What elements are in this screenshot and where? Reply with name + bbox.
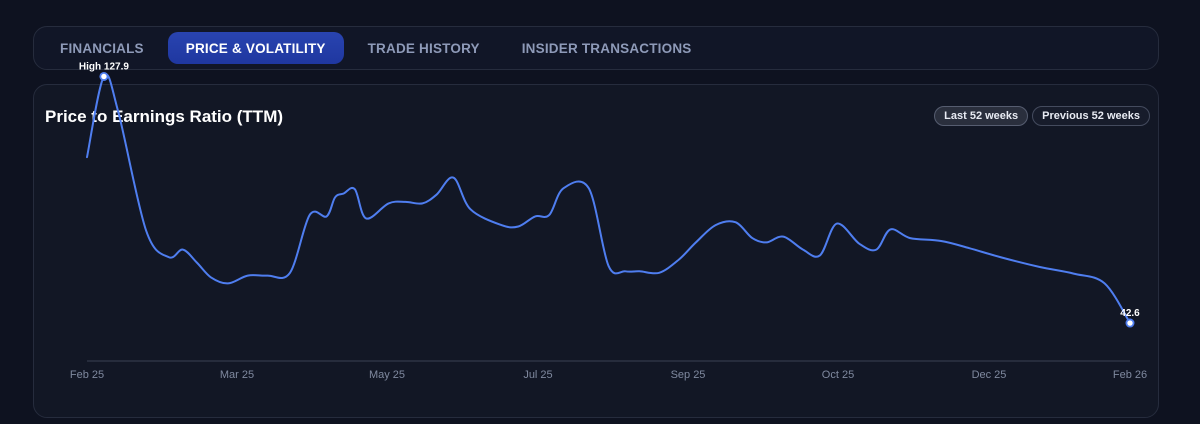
x-tick-label: Jul 25 — [523, 369, 552, 381]
high-point-label: High 127.9 — [79, 61, 129, 72]
range-toggle: Last 52 weeks Previous 52 weeks — [934, 106, 1150, 126]
tab-insider-transactions[interactable]: INSIDER TRANSACTIONS — [521, 40, 692, 56]
tab-price-volatility[interactable]: PRICE & VOLATILITY — [167, 32, 344, 64]
pe-ratio-line — [86, 73, 1131, 324]
x-tick-label: Mar 25 — [220, 369, 254, 381]
x-tick-label: Oct 25 — [822, 369, 854, 381]
last-52-weeks-button[interactable]: Last 52 weeks — [934, 106, 1029, 126]
tab-financials[interactable]: FINANCIALS — [60, 40, 144, 56]
x-tick-label: Dec 25 — [972, 369, 1007, 381]
last-point-marker — [1125, 318, 1135, 328]
x-tick-label: Sep 25 — [671, 369, 706, 381]
x-tick-label: Feb 25 — [70, 369, 104, 381]
tab-bar: FINANCIALS PRICE & VOLATILITY TRADE HIST… — [33, 26, 1159, 70]
x-tick-label: May 25 — [369, 369, 405, 381]
chart-title: Price to Earnings Ratio (TTM) — [45, 107, 284, 126]
pe-ratio-card: Price to Earnings Ratio (TTM) Last 52 we… — [33, 84, 1159, 418]
previous-52-weeks-button[interactable]: Previous 52 weeks — [1032, 106, 1150, 126]
tab-trade-history[interactable]: TRADE HISTORY — [367, 40, 480, 56]
high-point-marker — [99, 71, 109, 81]
last-point-label: 42.6 — [1120, 308, 1140, 319]
x-tick-label: Feb 26 — [1113, 369, 1147, 381]
